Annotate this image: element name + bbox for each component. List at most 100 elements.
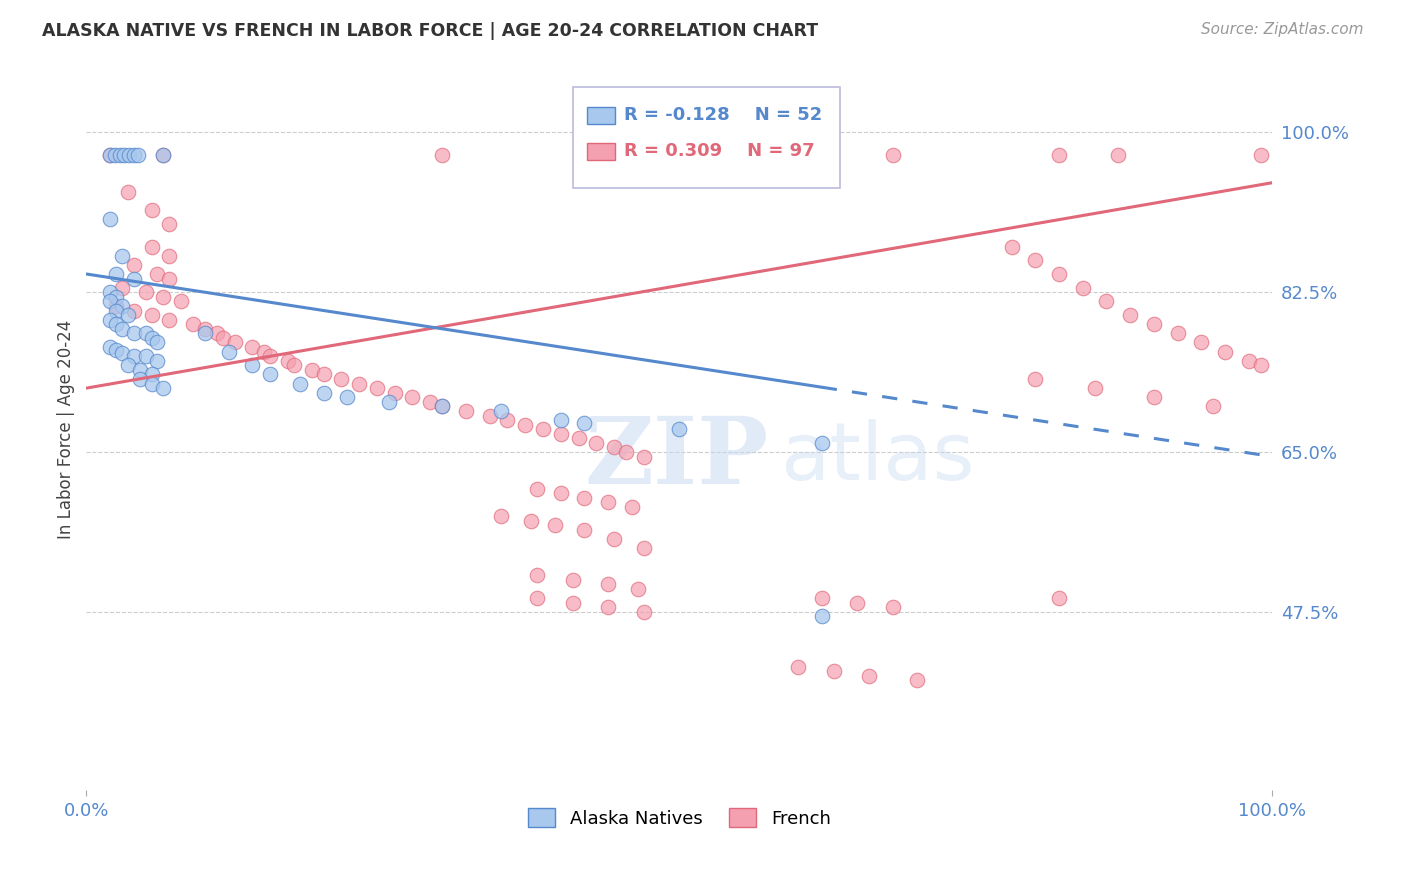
Point <box>288 376 311 391</box>
Point <box>858 669 880 683</box>
Point <box>312 385 335 400</box>
FancyBboxPatch shape <box>572 87 839 187</box>
Point <box>574 523 596 537</box>
Point <box>146 353 169 368</box>
Point <box>157 312 180 326</box>
Point <box>526 568 548 582</box>
Point <box>98 340 121 354</box>
FancyBboxPatch shape <box>586 107 616 124</box>
Point <box>1143 317 1166 331</box>
Point <box>478 409 501 423</box>
Point <box>240 340 263 354</box>
Point <box>823 664 845 678</box>
Point <box>146 335 169 350</box>
Point <box>598 495 620 509</box>
Point <box>111 299 134 313</box>
Point <box>135 285 157 300</box>
Point <box>122 349 145 363</box>
Point <box>515 417 537 432</box>
Point <box>430 148 453 162</box>
Point <box>141 331 163 345</box>
Point <box>1083 381 1105 395</box>
Point <box>531 422 554 436</box>
Point <box>1024 253 1046 268</box>
Point <box>1202 400 1225 414</box>
Point <box>454 404 477 418</box>
Point <box>122 271 145 285</box>
Text: R = 0.309    N = 97: R = 0.309 N = 97 <box>624 143 814 161</box>
Point <box>1213 344 1236 359</box>
Point <box>104 290 127 304</box>
Point <box>787 659 810 673</box>
Point <box>104 299 127 313</box>
Point <box>810 148 832 162</box>
Point <box>141 202 163 217</box>
Point <box>98 294 121 309</box>
Point <box>430 400 453 414</box>
Point <box>135 349 157 363</box>
Point <box>118 148 141 162</box>
Point <box>1250 148 1272 162</box>
Point <box>378 394 401 409</box>
Point <box>128 363 150 377</box>
Point <box>194 322 217 336</box>
Point <box>98 312 121 326</box>
Text: Source: ZipAtlas.com: Source: ZipAtlas.com <box>1201 22 1364 37</box>
Point <box>152 148 174 162</box>
Point <box>1000 239 1022 253</box>
Point <box>152 290 174 304</box>
Point <box>312 368 335 382</box>
Point <box>1119 308 1142 322</box>
Point <box>330 372 353 386</box>
Point <box>1237 353 1260 368</box>
Point <box>157 271 180 285</box>
Point <box>627 582 650 596</box>
Point <box>117 308 139 322</box>
Point <box>1167 326 1189 341</box>
Point <box>550 486 572 500</box>
Point <box>157 217 180 231</box>
Point <box>141 239 163 253</box>
Point <box>111 346 134 360</box>
Point <box>135 326 157 341</box>
Point <box>111 322 134 336</box>
Point <box>277 353 299 368</box>
Point <box>603 441 626 455</box>
Point <box>1024 372 1046 386</box>
Point <box>1047 591 1070 606</box>
Point <box>122 258 145 272</box>
Point <box>491 508 513 523</box>
Text: ZIP: ZIP <box>585 413 769 503</box>
Point <box>122 148 145 162</box>
Point <box>598 600 620 615</box>
Point <box>194 326 217 341</box>
Point <box>111 249 134 263</box>
Point <box>141 368 163 382</box>
Legend: Alaska Natives, French: Alaska Natives, French <box>520 801 838 835</box>
Point <box>104 148 127 162</box>
Point <box>491 404 513 418</box>
Point <box>108 148 131 162</box>
Point <box>810 591 832 606</box>
Point <box>336 390 359 404</box>
Point <box>430 400 453 414</box>
Point <box>1071 281 1094 295</box>
Point <box>127 148 149 162</box>
Point <box>98 212 121 227</box>
Point <box>574 491 596 505</box>
Point <box>633 541 655 555</box>
Point <box>122 326 145 341</box>
Point <box>157 249 180 263</box>
Point <box>633 605 655 619</box>
Point <box>111 281 134 295</box>
Point <box>1047 267 1070 281</box>
Point <box>1250 359 1272 373</box>
Point <box>128 372 150 386</box>
Point <box>633 450 655 464</box>
Point <box>240 359 263 373</box>
Point <box>104 303 127 318</box>
Point <box>810 436 832 450</box>
Point <box>620 500 643 514</box>
Point <box>104 317 127 331</box>
Point <box>170 294 193 309</box>
